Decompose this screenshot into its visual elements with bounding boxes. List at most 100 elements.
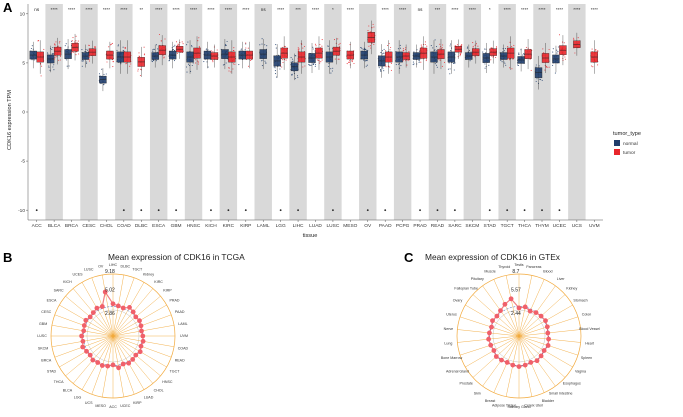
category-band [219,4,238,220]
radar-point [138,343,144,349]
normal-point [538,65,540,67]
panel-a-letter: A [3,0,13,15]
outlier-point [366,209,369,212]
radar-axis-label: Spleen [581,356,592,360]
tumor-point [40,75,42,77]
radar-axis-label: UCS [85,401,93,405]
x-tick-label: PAAD [379,223,392,229]
normal-point [81,65,83,67]
x-tick-label: KIRC [223,223,235,229]
normal-point [190,70,192,72]
box-marks [29,20,599,212]
normal-point [541,79,543,81]
normal-point [418,59,420,62]
tumor-point [316,59,318,61]
normal-point [378,67,380,69]
normal-point [484,48,486,50]
tumor-point [282,46,284,48]
normal-point [48,65,50,67]
radar-point [538,313,544,319]
normal-point [366,64,368,66]
category-band [324,4,342,220]
tumor-point [248,65,250,67]
radar-axis-label: ESCA [47,299,57,303]
tumor-point [285,59,287,61]
x-tick-label: PCPG [396,223,410,229]
tumor-point [511,46,513,48]
radar-axis-label: CESC [41,310,51,314]
category-bands [28,4,603,220]
tumor-point [439,59,441,61]
radar-point [545,343,551,348]
normal-point [151,61,154,63]
normal-point [466,47,468,49]
radar-point [541,348,547,353]
x-tick-label: CESC [82,223,96,229]
normal-point [224,45,226,47]
normal-point [123,50,125,52]
tumor-point [279,64,282,66]
radar-axis-label: GBM [39,322,47,326]
normal-point [187,63,190,65]
tumor-point [198,45,200,47]
normal-point [332,67,334,69]
normal-point [365,65,367,67]
x-tick-label: CHOL [100,223,114,229]
normal-point [274,67,276,69]
normal-point [53,64,55,66]
tumor-point [461,44,463,46]
normal-point [52,66,54,68]
normal-point [186,44,188,46]
normal-point [157,48,159,50]
tumor-point [129,65,131,67]
tumor-point [338,58,340,60]
x-tick-label: OV [364,223,372,229]
normal-point [86,49,88,51]
normal-point [240,49,242,51]
tumor-point [420,61,422,63]
radar-point [110,362,116,368]
tumor-point [491,47,493,49]
radar-point [522,304,528,310]
tumor-point [232,63,235,65]
normal-point [105,73,107,75]
radar-ring-value: 5.57 [511,287,521,293]
normal-point [173,60,176,62]
tumor-point [138,55,140,57]
normal-point [501,61,503,63]
normal-point [360,46,362,49]
normal-point [174,44,176,46]
tumor-point [511,68,513,70]
outlier-point [506,209,509,212]
tumor-point [199,46,201,48]
x-tick-label: SKCM [465,223,479,229]
radar-axis-label: Bone Marrow [441,356,463,360]
normal-point [504,62,506,64]
normal-point [448,62,450,64]
radar-ring-value: 9.18 [105,269,115,275]
tumor-point [513,44,515,46]
tumor-point [303,45,306,48]
tumor-point [71,52,73,54]
radar-point [489,324,494,330]
significance-label: **** [399,7,406,12]
tumor-point [558,34,561,36]
tumor-point [420,44,422,46]
significance-label: * [489,7,491,12]
normal-point [240,48,242,50]
normal-point [450,50,452,52]
radar-point [545,330,551,336]
tumor-point [106,61,108,63]
radar-axis-label: KIRP [163,289,172,293]
radar-point [94,305,100,311]
normal-point [65,43,67,45]
normal-point [413,63,415,65]
normal-point [556,52,558,54]
normal-point [152,50,154,53]
tumor-point [474,56,476,58]
tumor-point [195,62,197,64]
tumor-point [59,55,62,58]
normal-point [152,59,155,61]
tumor-point [563,54,565,56]
tumor-point [404,48,407,50]
